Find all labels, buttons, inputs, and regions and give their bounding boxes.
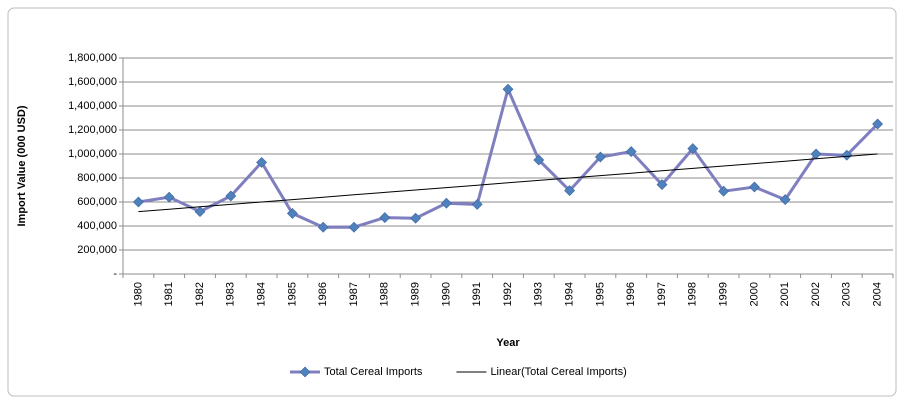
- y-tick-label: 1,600,000: [68, 76, 117, 88]
- x-tick-label: 1995: [594, 282, 606, 306]
- x-tick-label: 1982: [194, 282, 206, 306]
- legend-label: Linear(Total Cereal Imports): [490, 366, 626, 378]
- y-tick-label: -: [113, 268, 117, 280]
- x-tick-label: 1993: [533, 282, 545, 306]
- y-tick-label: 800,000: [77, 172, 117, 184]
- x-tick-label: 1998: [687, 282, 699, 306]
- data-point: [718, 185, 730, 197]
- x-tick-label: 1984: [256, 282, 268, 306]
- data-point: [471, 198, 483, 210]
- x-tick-label: 1987: [348, 282, 360, 306]
- data-point: [410, 212, 422, 224]
- x-tick-label: 1996: [625, 282, 637, 306]
- data-point: [841, 149, 853, 161]
- data-point: [687, 143, 699, 155]
- legend-label: Total Cereal Imports: [324, 366, 423, 378]
- series-line: [138, 153, 878, 213]
- data-point: [779, 194, 791, 206]
- x-tick-label: 2004: [872, 282, 884, 306]
- x-tick-label: 1980: [132, 282, 144, 306]
- data-point: [256, 156, 268, 168]
- data-point: [286, 207, 298, 219]
- data-point: [163, 191, 175, 203]
- data-point: [194, 206, 206, 218]
- y-tick-label: 1,200,000: [68, 124, 117, 136]
- data-point: [379, 212, 391, 224]
- data-point: [348, 221, 360, 233]
- legend-marker: [299, 366, 311, 378]
- data-point: [656, 179, 668, 191]
- x-tick-label: 1988: [379, 282, 391, 306]
- x-tick-label: 1983: [225, 282, 237, 306]
- x-tick-label: 1992: [502, 282, 514, 306]
- x-tick-label: 2002: [810, 282, 822, 306]
- data-point: [440, 197, 452, 209]
- x-tick-label: 1985: [286, 282, 298, 306]
- data-point: [317, 221, 329, 233]
- data-point: [748, 181, 760, 193]
- x-tick-label: 1990: [440, 282, 452, 306]
- x-tick-label: 1991: [471, 282, 483, 306]
- y-tick-label: 400,000: [77, 220, 117, 232]
- x-tick-label: 1981: [163, 282, 175, 306]
- x-tick-label: 1986: [317, 282, 329, 306]
- x-tick-label: 1994: [564, 282, 576, 306]
- x-tick-label: 2001: [779, 282, 791, 306]
- data-point: [594, 151, 606, 163]
- y-tick-label: 200,000: [77, 244, 117, 256]
- y-tick-label: 600,000: [77, 196, 117, 208]
- x-axis-title: Year: [496, 337, 520, 349]
- data-point: [502, 83, 514, 95]
- y-axis-title: Import Value (000 USD): [16, 105, 28, 226]
- y-tick-label: 1,800,000: [68, 52, 117, 64]
- data-point: [872, 118, 884, 130]
- x-tick-label: 1999: [718, 282, 730, 306]
- x-tick-label: 2000: [748, 282, 760, 306]
- data-point: [225, 190, 237, 202]
- data-point: [564, 185, 576, 197]
- y-tick-label: 1,000,000: [68, 148, 117, 160]
- y-tick-label: 1,400,000: [68, 100, 117, 112]
- data-point: [625, 146, 637, 158]
- x-tick-label: 1997: [656, 282, 668, 306]
- data-point: [132, 196, 144, 208]
- data-point: [533, 154, 545, 166]
- x-tick-label: 2003: [841, 282, 853, 306]
- x-tick-label: 1989: [410, 282, 422, 306]
